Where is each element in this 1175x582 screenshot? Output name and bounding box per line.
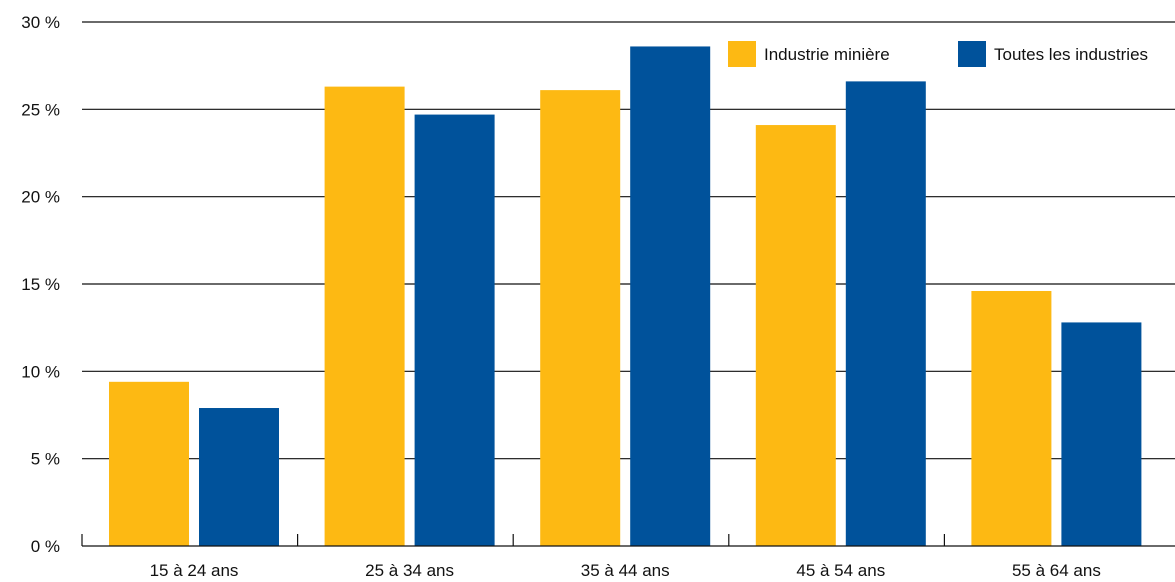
bars xyxy=(109,46,1142,547)
x-tick-label: 15 à 24 ans xyxy=(150,561,239,580)
bar-toutes-les-industries xyxy=(199,408,279,546)
legend: Industrie minière Toutes les industries xyxy=(728,41,1148,67)
legend-label-toutes-les-industries: Toutes les industries xyxy=(994,45,1148,64)
bar-industrie-miniere xyxy=(324,86,405,547)
y-tick-label: 5 % xyxy=(31,450,60,469)
legend-swatch-toutes-les-industries xyxy=(958,41,986,67)
x-tick-label: 25 à 34 ans xyxy=(365,561,454,580)
x-axis: 15 à 24 ans 25 à 34 ans 35 à 44 ans 45 à 54… xyxy=(81,534,1175,580)
y-tick-label: 30 % xyxy=(21,13,60,32)
y-tick-label: 10 % xyxy=(21,362,60,381)
legend-label-industrie-miniere: Industrie minière xyxy=(764,45,890,64)
bar-toutes-les-industries xyxy=(414,114,495,546)
legend-swatch-industrie-miniere xyxy=(728,41,756,67)
x-tick-label: 35 à 44 ans xyxy=(581,561,670,580)
y-tick-label: 20 % xyxy=(21,188,60,207)
bar-industrie-miniere xyxy=(540,90,621,547)
bar-toutes-les-industries xyxy=(1061,322,1142,546)
y-tick-label: 0 % xyxy=(31,537,60,556)
x-tick-label: 45 à 54 ans xyxy=(796,561,885,580)
bar-toutes-les-industries xyxy=(845,81,926,547)
bar-toutes-les-industries xyxy=(630,46,711,546)
y-tick-label: 15 % xyxy=(21,275,60,294)
bar-industrie-miniere xyxy=(971,290,1052,546)
bar-industrie-miniere xyxy=(109,381,189,546)
y-axis: 0 % 5 % 10 % 15 % 20 % 25 % 30 % xyxy=(21,13,60,556)
bar-industrie-miniere xyxy=(755,125,836,546)
y-tick-label: 25 % xyxy=(21,100,60,119)
x-tick-label: 55 à 64 ans xyxy=(1012,561,1101,580)
